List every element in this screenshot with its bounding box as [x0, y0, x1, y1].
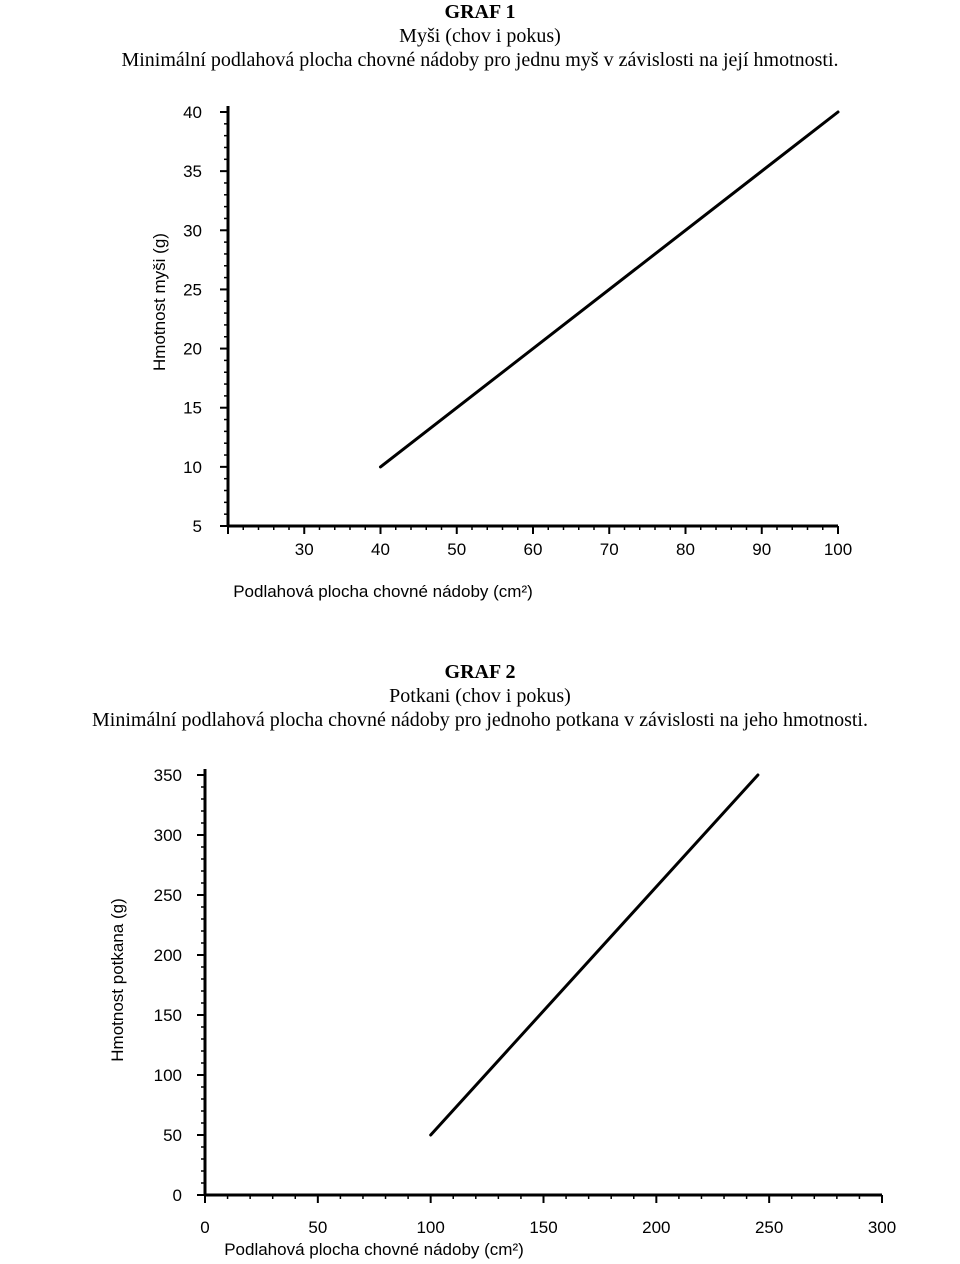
y-axis-title: Hmotnost myši (g) — [150, 233, 169, 371]
y-tick-label: 0 — [173, 1186, 182, 1205]
x-tick-label: 90 — [752, 540, 771, 559]
y-tick-label: 15 — [183, 399, 202, 418]
y-tick-label: 25 — [183, 280, 202, 299]
x-axis-title: Podlahová plocha chovné nádoby (cm²) — [233, 582, 533, 601]
x-tick-label: 300 — [868, 1218, 896, 1237]
x-tick-label: 60 — [524, 540, 543, 559]
y-tick-label: 350 — [154, 766, 182, 785]
x-tick-label: 40 — [371, 540, 390, 559]
graph1-heading: GRAF 1 — [444, 1, 516, 23]
y-tick-label: 20 — [183, 340, 202, 359]
y-tick-label: 100 — [154, 1066, 182, 1085]
series-line — [379, 110, 840, 469]
y-tick-label: 30 — [183, 221, 202, 240]
graph1-caption: GRAF 1 Myši (chov i pokus) Minimální pod… — [0, 0, 960, 72]
graph1-chart: 5 10 15 20 25 30 35 40 30 40 50 60 70 80 90 100 Podlahov… — [150, 103, 852, 601]
x-tick-label: 200 — [642, 1218, 670, 1237]
x-tick-label: 70 — [600, 540, 619, 559]
graph1-description: Minimální podlahová plocha chovné nádoby… — [121, 49, 839, 71]
graph2-caption: GRAF 2 Potkani (chov i pokus) Minimální … — [0, 660, 960, 732]
y-tick-label: 50 — [163, 1126, 182, 1145]
y-tick-label: 5 — [193, 517, 202, 536]
x-tick-label: 30 — [295, 540, 314, 559]
graph2-description: Minimální podlahová plocha chovné nádoby… — [92, 709, 868, 731]
y-axis-title: Hmotnost potkana (g) — [108, 898, 127, 1061]
x-axis-title: Podlahová plocha chovné nádoby (cm²) — [224, 1240, 524, 1259]
x-tick-label: 80 — [676, 540, 695, 559]
y-tick-label: 200 — [154, 946, 182, 965]
y-tick-label: 10 — [183, 458, 202, 477]
x-tick-label: 150 — [529, 1218, 557, 1237]
y-tick-label: 300 — [154, 826, 182, 845]
graph1-subtitle: Myši (chov i pokus) — [399, 25, 561, 47]
y-tick-label: 40 — [183, 103, 202, 122]
series-line — [429, 773, 760, 1137]
y-tick-label: 35 — [183, 162, 202, 181]
graph2-subtitle: Potkani (chov i pokus) — [389, 685, 571, 707]
x-tick-label: 0 — [200, 1218, 209, 1237]
x-tick-label: 100 — [416, 1218, 444, 1237]
x-tick-label: 50 — [447, 540, 466, 559]
graph2-heading: GRAF 2 — [444, 661, 516, 683]
x-tick-label: 50 — [308, 1218, 327, 1237]
y-tick-label: 150 — [154, 1006, 182, 1025]
y-tick-label: 250 — [154, 886, 182, 905]
x-tick-label: 100 — [824, 540, 852, 559]
x-tick-label: 250 — [755, 1218, 783, 1237]
